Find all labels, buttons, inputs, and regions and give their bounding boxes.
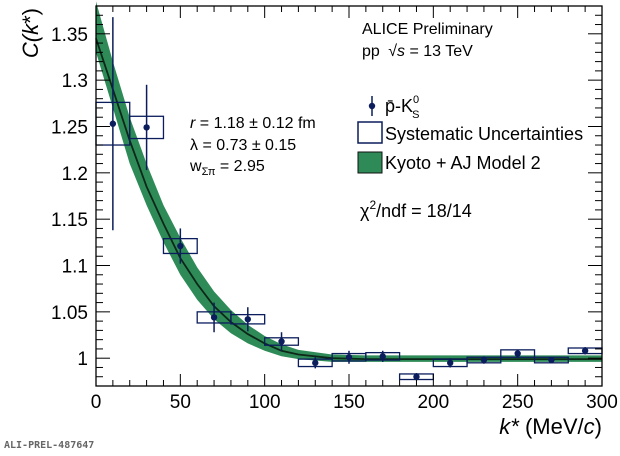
data-point-8 <box>379 353 386 360</box>
y-axis-label: C(k*) <box>18 8 43 58</box>
data-point-3 <box>210 314 218 321</box>
chi-symbol: χ <box>360 201 370 221</box>
legend-data-label: p̄-K0 S <box>385 94 419 121</box>
y-tick-label-0: 1 <box>77 349 88 370</box>
y-axis-label-post: *) <box>18 8 43 24</box>
legend-model-label: Kyoto + AJ Model 2 <box>385 153 541 173</box>
model-band <box>96 1 602 362</box>
y-tick-label-7: 1.35 <box>51 25 88 46</box>
data-point-14 <box>581 347 589 354</box>
y-axis-label-pre: C( <box>18 32 43 58</box>
x-axis-label-symbol: k* <box>499 414 520 439</box>
system-pre: pp <box>362 43 380 60</box>
radius-symbol: r <box>190 115 196 132</box>
y-tick-label-5: 1.25 <box>51 117 88 138</box>
y-axis-label-k: k <box>18 23 43 35</box>
legend-systematic-box <box>357 121 383 144</box>
y-tick-label-2: 1.1 <box>62 257 88 278</box>
legend-data-label-sub: S <box>412 109 419 121</box>
data-point-5 <box>278 338 285 345</box>
legend-systematic-label: Systematic Uncertainties <box>385 124 583 144</box>
data-point-4 <box>244 316 251 323</box>
x-axis-label: k* (MeV/c) <box>499 414 602 439</box>
system-post: = 13 TeV <box>405 43 473 60</box>
sqrt-symbol: √ <box>388 43 397 60</box>
x-tick-label-150: 150 <box>333 392 365 413</box>
x-tick-label-300: 300 <box>586 392 618 413</box>
data-point-12 <box>514 350 521 357</box>
radius-value: = 1.18 ± 0.12 fm <box>195 115 315 132</box>
y-tick-label-4: 1.2 <box>62 164 88 185</box>
weight-parameter: wΣπ = 2.95 <box>189 158 265 178</box>
x-tick-label-50: 50 <box>170 392 191 413</box>
collision-system-label: pp √s = 13 TeV <box>362 43 473 60</box>
legend-entry-model: Kyoto + AJ Model 2 <box>357 151 541 174</box>
chart-svg: 0 50 100 150 200 250 300 1 1.05 1.1 1.15 1.2 1.25 1.3… <box>18 1 618 439</box>
y-tick-label-6: 1.3 <box>62 71 88 92</box>
radius-parameter: r = 1.18 ± 0.12 fm <box>190 115 316 132</box>
model-curve-layer <box>95 38 602 361</box>
y-tick-label-3: 1.15 <box>51 210 88 231</box>
legend-data-label-sup: 0 <box>413 94 419 106</box>
x-tick-label-100: 100 <box>249 392 281 413</box>
x-tick-label-0: 0 <box>91 392 102 413</box>
legend-data-marker <box>368 102 376 110</box>
legend-data-label-base: p̄-K <box>385 96 413 116</box>
data-point-13 <box>548 356 555 364</box>
chi2-value: /ndf = 18/14 <box>376 201 472 221</box>
data-point-0 <box>109 120 117 127</box>
weight-value: = 2.95 <box>215 158 264 175</box>
figure-id: ALI-PREL-487647 <box>4 440 95 451</box>
data-point-2 <box>177 242 184 250</box>
x-axis-label-unit-post: ) <box>595 414 602 439</box>
y-tick-label-1: 1.05 <box>51 303 88 324</box>
x-tick-label-200: 200 <box>417 392 449 413</box>
legend: p̄-K0 S Systematic Uncertainties Kyoto + … <box>357 94 583 174</box>
plot-frame <box>95 5 603 387</box>
lambda-parameter: λ = 0.73 ± 0.15 <box>190 137 296 154</box>
model-band-layer <box>96 1 602 362</box>
chi-superscript: 2 <box>369 198 376 212</box>
data-point-1 <box>143 124 150 131</box>
model-central-curve <box>95 38 602 361</box>
weight-symbol: w <box>189 158 202 175</box>
weight-subscript: Σπ <box>202 166 216 178</box>
data-point-9 <box>413 373 420 380</box>
s-symbol: s <box>397 43 405 60</box>
x-axis-label-unit-c: c <box>584 414 595 439</box>
data-point-7 <box>345 354 353 361</box>
experiment-label: ALICE Preliminary <box>362 21 493 38</box>
legend-model-swatch <box>357 151 383 174</box>
legend-entry-systematic: Systematic Uncertainties <box>357 121 583 144</box>
data-point-11 <box>480 356 488 364</box>
data-point-6 <box>312 359 319 367</box>
axis-ticks-layer: 0 50 100 150 200 250 300 1 1.05 1.1 1.15 1.2 1.25 1.3… <box>51 5 618 413</box>
legend-entry-data: p̄-K0 S <box>368 94 419 121</box>
data-point-10 <box>447 359 454 367</box>
data-points-layer <box>109 17 589 381</box>
x-axis-label-unit-pre: (MeV/ <box>525 414 585 439</box>
x-tick-label-250: 250 <box>502 392 534 413</box>
chi2-label: χ2/ndf = 18/14 <box>360 198 472 221</box>
